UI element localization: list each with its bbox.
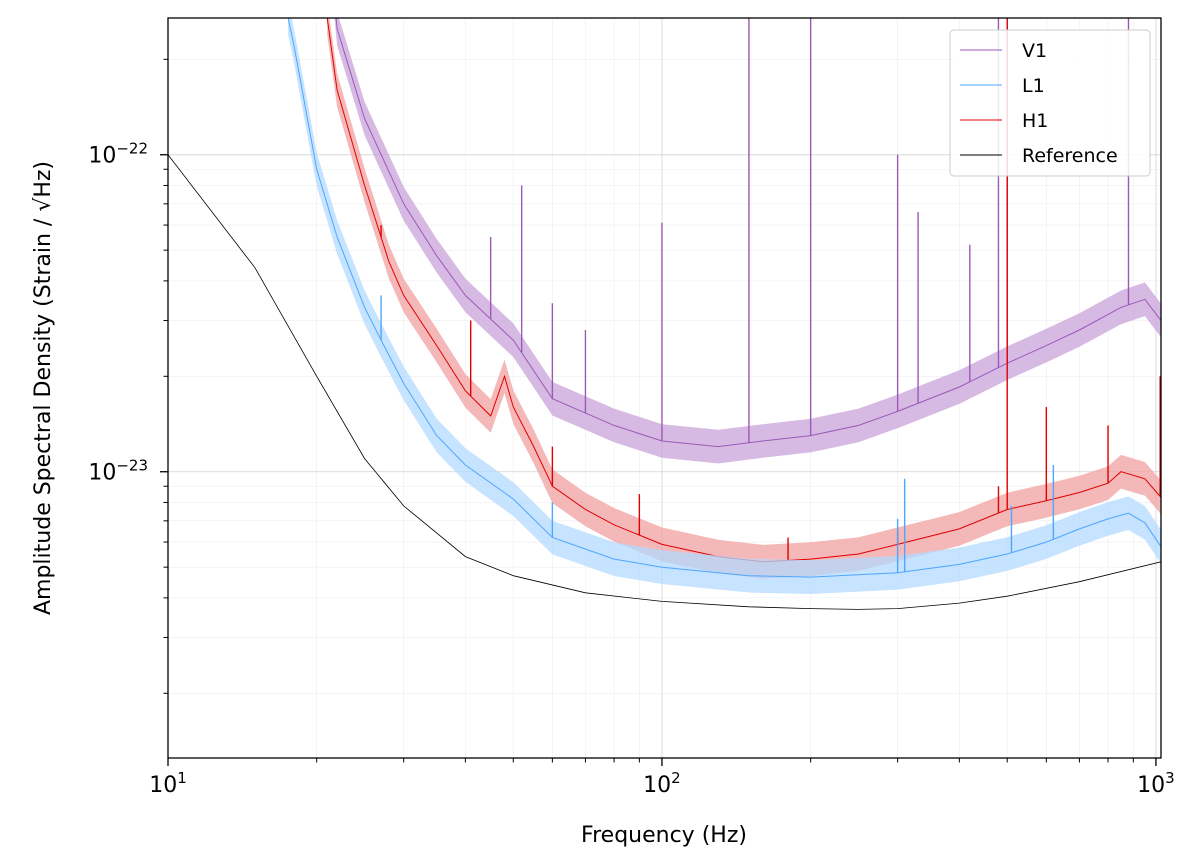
legend: V1 L1 H1 Reference <box>949 29 1151 177</box>
series-band-h1 <box>327 18 1161 579</box>
series-line-h1 <box>326 18 1161 563</box>
x-tick-label: 102 <box>643 769 681 798</box>
x-tick-label: 101 <box>149 769 187 798</box>
legend-label-reference: Reference <box>1022 145 1118 167</box>
legend-box <box>949 29 1151 177</box>
y-tick-label: 10−22 <box>88 140 148 169</box>
legend-label-h1: H1 <box>1022 110 1048 132</box>
x-axis-label: Frequency (Hz) <box>581 823 747 848</box>
legend-label-l1: L1 <box>1022 75 1045 97</box>
series-line-v1 <box>335 18 1161 448</box>
series-line-reference <box>168 154 1161 610</box>
plot-frame <box>167 17 1162 759</box>
y-axis-label: Amplitude Spectral Density (Strain / √Hz… <box>31 161 56 615</box>
series-band-l1 <box>288 18 1161 594</box>
x-tick-label: 103 <box>1137 769 1175 798</box>
series-line-l1 <box>287 18 1161 578</box>
legend-label-v1: V1 <box>1022 40 1047 62</box>
y-tick-label: 10−23 <box>88 457 148 486</box>
ticks: 101 102 103 10−23 10−22 <box>88 58 1175 798</box>
